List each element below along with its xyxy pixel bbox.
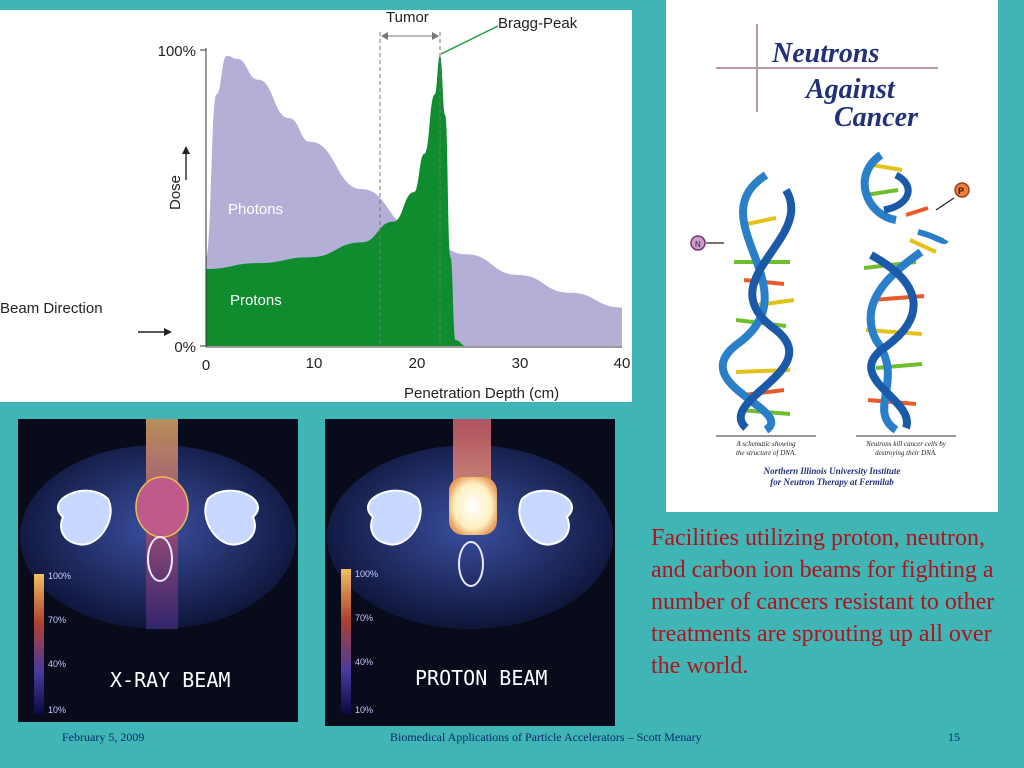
neutron-particle-icon <box>690 235 706 251</box>
poster-svg: Neutrons Against Cancer N <box>690 24 970 487</box>
proton-left-hip-bone <box>367 489 422 546</box>
x-tick-label-40: 40 <box>614 355 631 372</box>
xray-ct-svg: 100% 70% 40% 10% X-RAY BEAM <box>20 419 296 715</box>
proton-beam-ct-image: 100% 70% 40% 10% PROTON BEAM <box>325 419 615 726</box>
poster-caption-left-2: the structure of DNA. <box>736 449 796 457</box>
proton-dose-scale-bar <box>341 569 351 714</box>
poster-title-line3: Cancer <box>834 102 919 133</box>
x-tick-label-20: 20 <box>409 355 426 372</box>
poster-caption-right-1: Neutrons kill cancer cells by <box>865 440 947 448</box>
y-axis-arrow-head <box>182 146 190 154</box>
xray-beam-label: X-RAY BEAM <box>110 668 230 692</box>
dose-depth-chart: Tumor Bragg-Peak Photons Protons 100% 0%… <box>0 10 632 402</box>
tumor-arrow-right-head <box>432 32 439 40</box>
proton-particle-icon <box>954 182 970 198</box>
x-tick-label-30: 30 <box>512 355 529 372</box>
x-tick-label-10: 10 <box>306 355 323 372</box>
dna-helix-intact <box>718 171 796 434</box>
proton-particle-symbol: P <box>958 186 964 196</box>
poster-institute-line1: Northern Illinois University Institute <box>763 466 901 476</box>
proton-right-hip-bone <box>518 489 573 546</box>
xray-right-hip-bone <box>204 489 259 546</box>
proton-target-region <box>449 477 497 535</box>
poster-institute-line2: for Neutron Therapy at Fermilab <box>770 477 894 487</box>
series-label-photons: Photons <box>228 201 283 218</box>
xray-scale-10: 10% <box>48 705 66 715</box>
xray-left-hip-bone <box>57 489 112 546</box>
tumor-label: Tumor <box>386 10 429 26</box>
proton-ct-svg: 100% 70% 40% 10% PROTON BEAM <box>327 419 613 715</box>
xray-beam-ct-image: 100% 70% 40% 10% X-RAY BEAM <box>18 419 298 722</box>
xray-target-region <box>135 476 189 538</box>
slide-caption: Facilities utilizing proton, neutron, an… <box>651 525 995 679</box>
proton-scale-100: 100% <box>355 569 378 579</box>
proton-dose-area <box>206 55 466 347</box>
bragg-peak-label: Bragg-Peak <box>498 15 578 32</box>
poster-caption-left-1: A schematic showing <box>736 440 796 448</box>
x-tick-label-0: 0 <box>202 357 210 374</box>
proton-arrow-icon <box>935 197 955 211</box>
proton-scale-10: 10% <box>355 705 373 715</box>
proton-scale-40: 40% <box>355 657 373 667</box>
proton-beam-label: PROTON BEAM <box>415 666 547 690</box>
xray-scale-40: 40% <box>48 659 66 669</box>
y-tick-label-0: 0% <box>174 339 196 356</box>
neutrons-against-cancer-poster: Neutrons Against Cancer N <box>666 0 998 512</box>
poster-title-line2: Against <box>804 74 896 105</box>
beam-direction-label: Beam Direction <box>0 300 103 317</box>
y-tick-label-100: 100% <box>158 43 196 60</box>
beam-direction-arrow-head <box>164 328 172 336</box>
xray-scale-70: 70% <box>48 615 66 625</box>
xray-dose-scale-bar <box>34 574 44 714</box>
bragg-peak-pointer <box>440 25 499 55</box>
proton-scale-70: 70% <box>355 613 373 623</box>
y-axis-label: Dose <box>167 175 184 210</box>
xray-organ-outline <box>147 536 173 582</box>
chart-svg: Tumor Bragg-Peak Photons Protons 100% 0%… <box>0 10 631 402</box>
xray-scale-100: 100% <box>48 571 71 581</box>
series-label-protons: Protons <box>230 292 282 309</box>
proton-organ-outline <box>458 541 484 587</box>
poster-caption-right-2: destroying their DNA. <box>875 449 937 457</box>
neutron-particle-symbol: N <box>695 240 701 249</box>
footer-date: February 5, 2009 <box>62 730 145 744</box>
dna-helix-broken <box>860 151 949 434</box>
footer-page-number: 15 <box>948 730 960 744</box>
footer-title: Biomedical Applications of Particle Acce… <box>390 730 702 744</box>
poster-title-line1: Neutrons <box>771 38 879 69</box>
tumor-arrow-left-head <box>381 32 388 40</box>
x-axis-label: Penetration Depth (cm) <box>404 385 559 402</box>
